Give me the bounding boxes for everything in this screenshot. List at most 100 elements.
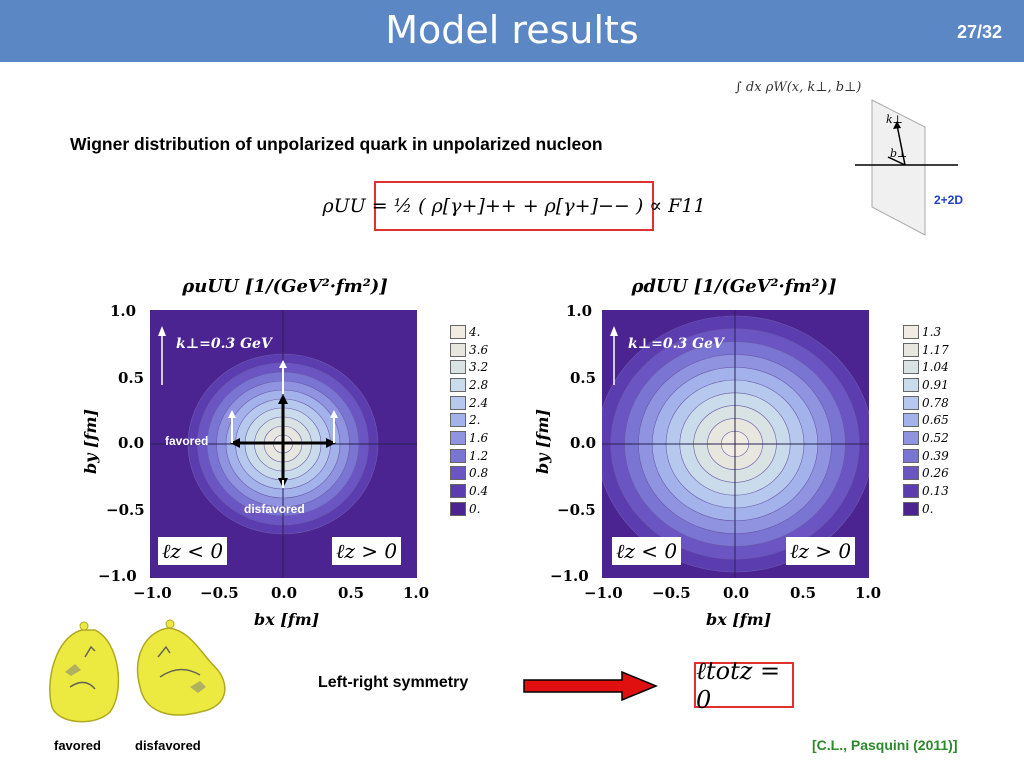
legend-swatch: [450, 466, 466, 481]
legend-swatch: [903, 324, 919, 339]
legend-row: 0.26: [903, 465, 949, 483]
legend-label: 0.26: [922, 466, 949, 481]
legend-swatch: [903, 395, 919, 410]
ytick: 1.0: [110, 302, 137, 320]
legend-swatch: [450, 448, 466, 463]
plot-d-k-label: k⊥=0.3 GeV: [628, 336, 724, 352]
legend-row: 1.17: [903, 341, 949, 359]
white-arrow-top-head: [279, 360, 287, 368]
legend-swatch: [450, 413, 466, 428]
ltot-formula: ℓtotz = 0: [694, 657, 794, 714]
white-arrow-right-head: [330, 410, 338, 418]
legend-label: 0.4: [469, 484, 489, 499]
legend-label: 0.: [922, 501, 934, 516]
plot-u-ylabel: by [fm]: [81, 408, 101, 475]
red-arrow: [523, 670, 658, 702]
legend-label: 1.6: [469, 430, 489, 445]
legend-row: 0.65: [903, 411, 949, 429]
xtick: −0.5: [200, 584, 239, 602]
b-vector: [887, 156, 906, 166]
ytick: 0.5: [570, 369, 597, 387]
xtick: 0.0: [723, 584, 750, 602]
xtick: −0.5: [652, 584, 691, 602]
legend-label: 0.13: [922, 484, 949, 499]
legend-row: 0.13: [903, 482, 949, 500]
legend-swatch: [903, 466, 919, 481]
plot-d-lz-left: ℓz < 0: [612, 537, 682, 565]
legend-row: 2.8: [450, 376, 488, 394]
legend-row: 0.4: [450, 482, 488, 500]
plot-u-xlabel: bx [fm]: [254, 610, 320, 629]
citation: [C.L., Pasquini (2011)]: [812, 737, 958, 753]
legend-row: 2.: [450, 411, 488, 429]
legend-row: 0.91: [903, 376, 949, 394]
legend-row: 0.52: [903, 429, 949, 447]
legend-label: 2.: [469, 413, 481, 428]
plot-d-title: ρdUU [1/(GeV²·fm²)]: [631, 276, 837, 297]
plot-u-lz-right: ℓz > 0: [332, 537, 402, 565]
xtick: −1.0: [133, 584, 172, 602]
favored-label: favored: [165, 434, 209, 448]
xtick: 1.0: [403, 584, 430, 602]
main-formula: ρUU = ½ ( ρ[γ+]++ + ρ[γ+]−− ) ∝ F11: [322, 181, 706, 231]
xtick: 0.0: [271, 584, 298, 602]
ltot-formula-text: ℓtotz = 0: [696, 656, 781, 714]
legend-swatch: [903, 413, 919, 428]
legend-swatch: [903, 377, 919, 392]
legend-label: 0.39: [922, 448, 949, 463]
plot-d-area: [602, 310, 869, 578]
legend-row: 3.6: [450, 341, 488, 359]
ytick: −0.5: [557, 501, 596, 519]
legend-swatch: [450, 501, 466, 516]
k-arrowhead: [893, 121, 901, 129]
white-arrow-left-head: [228, 410, 236, 418]
ytick: −0.5: [106, 501, 145, 519]
legend-label: 1.3: [922, 324, 942, 339]
symmetry-label: Left-right symmetry: [318, 674, 469, 691]
red-arrow-shape: [523, 670, 658, 702]
plot-d-lz-right: ℓz > 0: [786, 537, 856, 565]
favored-balloon-image: [49, 621, 120, 723]
legend-label: 2.4: [469, 395, 489, 410]
plot-u-title: ρuUU [1/(GeV²·fm²)]: [182, 276, 388, 297]
integral-formula: ∫ dx ρW(x, k⊥, b⊥): [735, 80, 862, 95]
legend-label: 0.52: [922, 430, 949, 445]
page-number: 27/32: [956, 22, 1002, 42]
plane-shape: [871, 99, 926, 236]
plot-u-lz-left: ℓz < 0: [158, 537, 228, 565]
ytick: 0.0: [118, 434, 145, 452]
plot-u-area: [150, 310, 417, 578]
ytick: 0.0: [570, 434, 597, 452]
arrow-up-head: [278, 394, 288, 404]
legend-swatch: [903, 430, 919, 445]
transverse-plane-diagram: k⊥ b⊥: [855, 99, 958, 236]
legend-label: 1.04: [922, 360, 949, 375]
legend-label: 0.78: [922, 395, 949, 410]
legend-label: 3.6: [469, 342, 489, 357]
balloon-disfavored-caption: disfavored: [135, 738, 201, 753]
slide-header: Model results 27/32: [0, 0, 1024, 62]
plot-u-arrows: [228, 360, 338, 488]
legend-swatch: [450, 324, 466, 339]
legend-swatch: [450, 430, 466, 445]
legend-swatch: [903, 448, 919, 463]
legend-label: 1.2: [469, 448, 489, 463]
legend-swatch: [903, 342, 919, 357]
legend-row: 0.39: [903, 447, 949, 465]
legend-row: 0.: [903, 500, 949, 518]
xtick: 1.0: [855, 584, 882, 602]
legend-swatch: [450, 342, 466, 357]
xtick: −1.0: [584, 584, 623, 602]
legend-swatch: [450, 484, 466, 499]
xtick: 0.5: [790, 584, 817, 602]
disfavored-balloon-image: [136, 619, 226, 716]
legend-label: 4.: [469, 324, 481, 339]
legend-label: 0.: [469, 501, 481, 516]
ytick: −1.0: [98, 567, 137, 585]
balloon-favored-caption: favored: [54, 738, 101, 753]
legend-row: 3.2: [450, 358, 488, 376]
legend-row: 0.: [450, 500, 488, 518]
main-formula-text: ρUU = ½ ( ρ[γ+]++ + ρ[γ+]−− ) ∝ F11: [322, 195, 706, 217]
plot-u-k-label: k⊥=0.3 GeV: [176, 336, 272, 352]
balloon-illustrations: [49, 619, 226, 723]
